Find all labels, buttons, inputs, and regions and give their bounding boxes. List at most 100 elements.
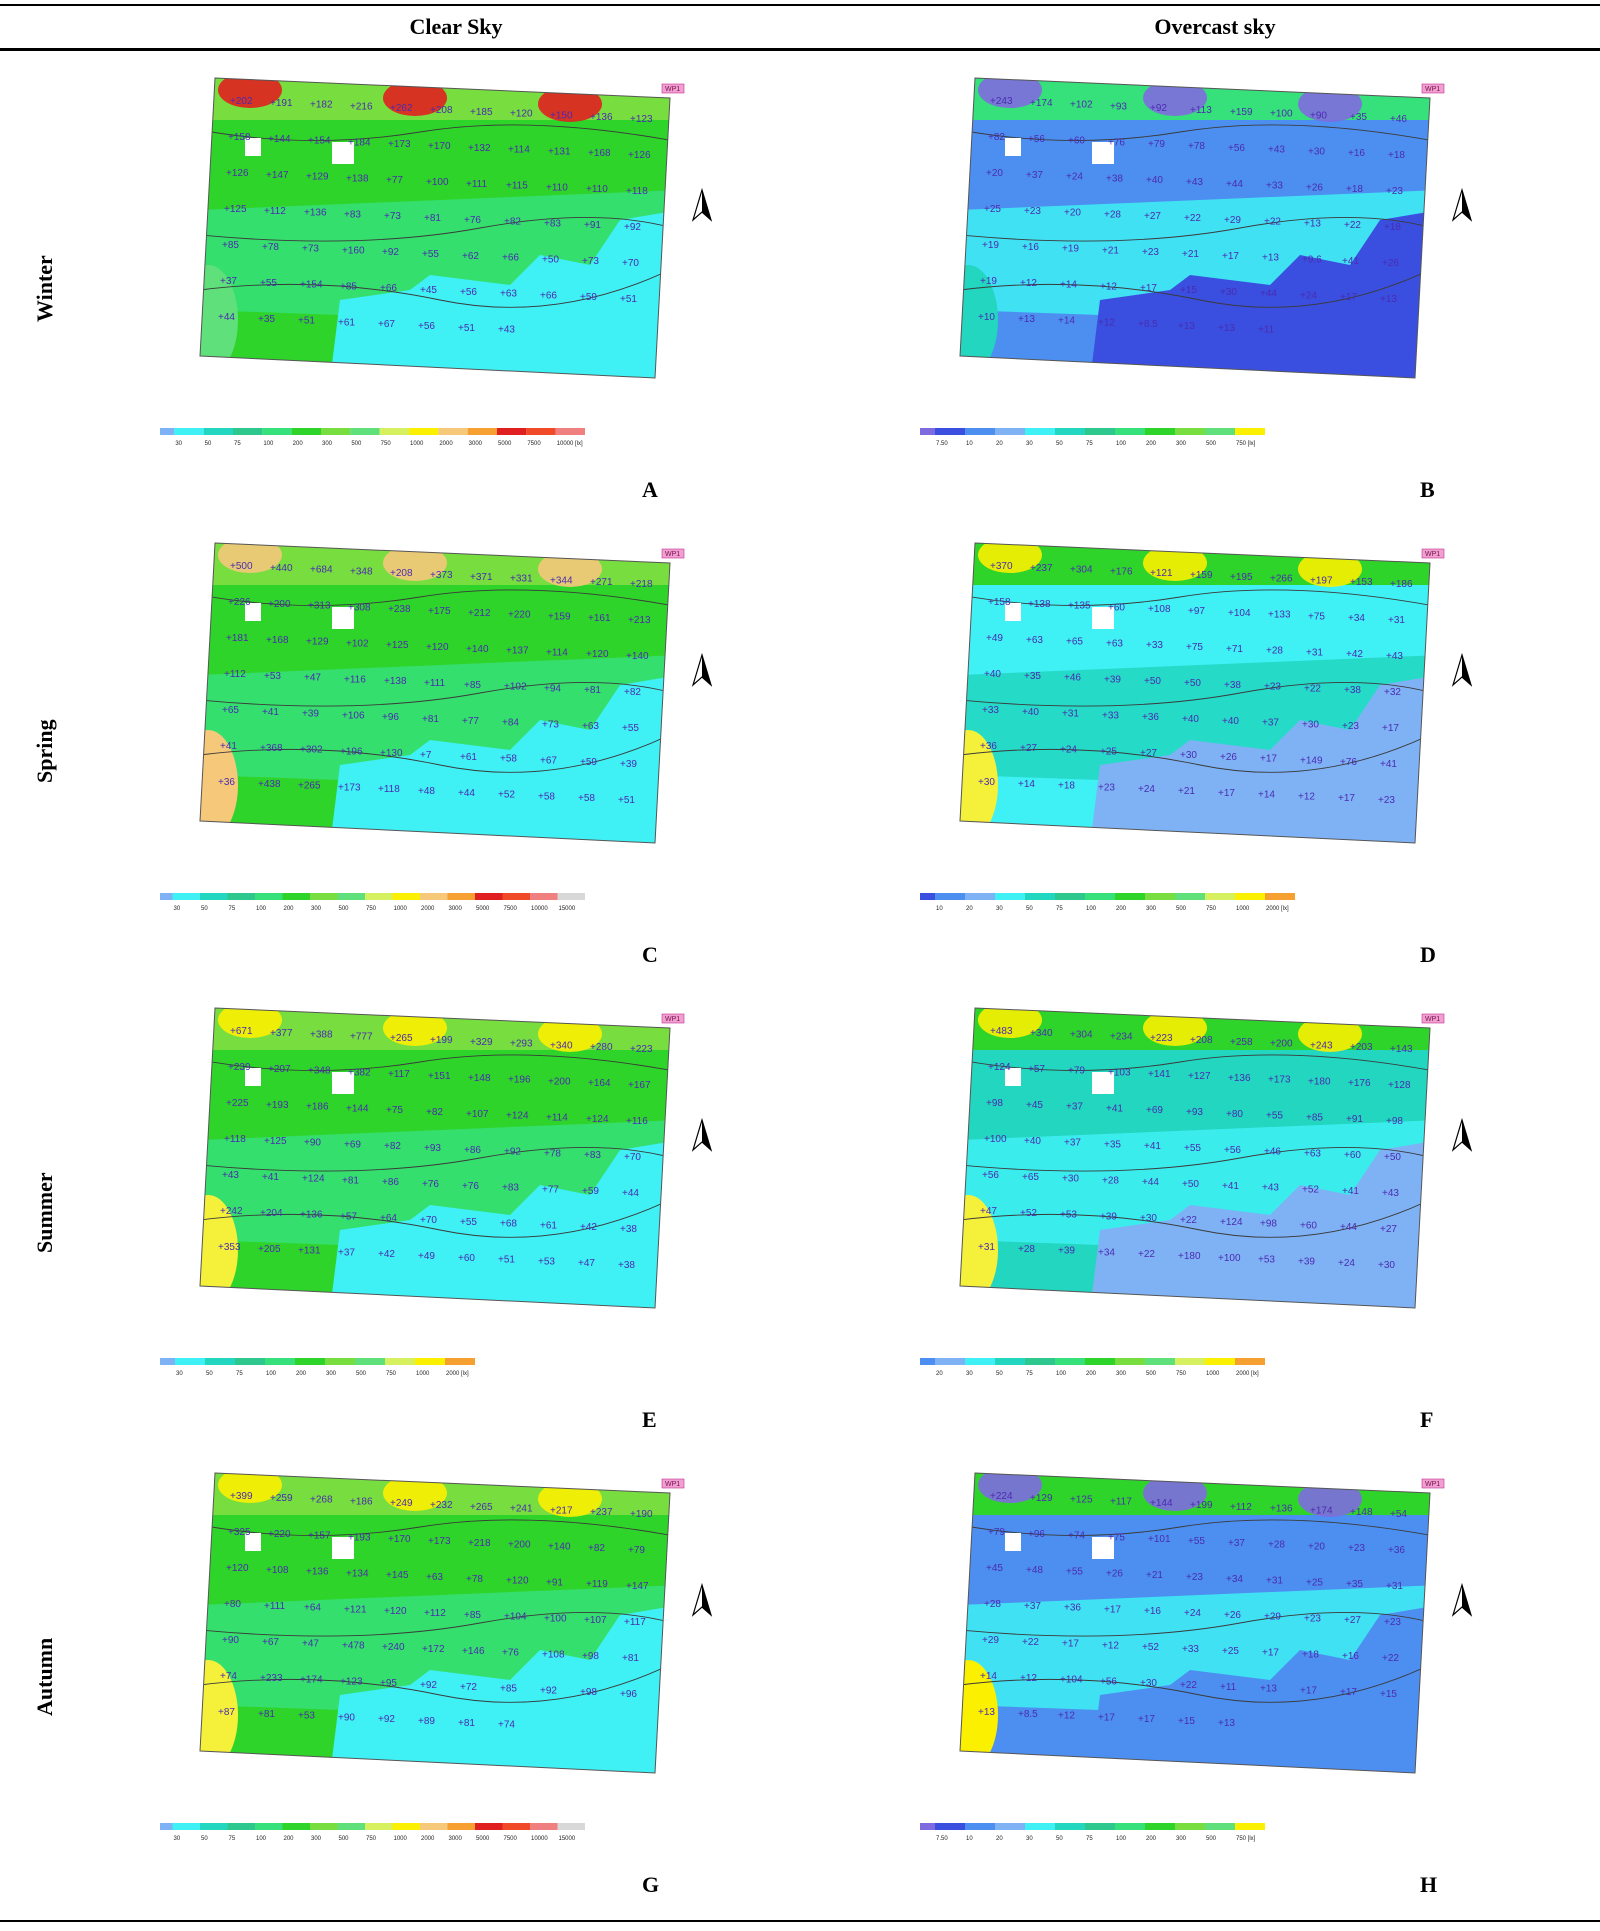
scale-swatch	[1175, 428, 1205, 435]
scale-swatch	[965, 1358, 995, 1365]
illuminance-value: +304	[1070, 565, 1093, 576]
illuminance-value: +36	[980, 741, 997, 752]
illuminance-value: +59	[582, 1186, 599, 1197]
scale-label: 20	[936, 1371, 943, 1377]
illuminance-value: +17	[1218, 788, 1235, 799]
illuminance-value: +35	[1350, 112, 1367, 123]
illuminance-value: +125	[386, 640, 409, 651]
window-hotspot	[383, 80, 447, 116]
illuminance-value: +37	[1024, 1601, 1041, 1612]
illuminance-value: +19	[982, 240, 999, 251]
illuminance-value: +59	[580, 757, 597, 768]
scale-label: 50	[1056, 441, 1063, 447]
illuminance-value: +31	[1386, 1581, 1403, 1592]
illuminance-value: +30	[1062, 1174, 1079, 1185]
contour-line	[200, 1612, 670, 1637]
illuminance-value: +348	[350, 566, 373, 577]
scale-label: 7500	[504, 1836, 518, 1842]
illuminance-value: +90	[338, 1712, 355, 1723]
illuminance-value: +128	[1388, 1080, 1411, 1091]
illuminance-value: +483	[990, 1026, 1013, 1037]
illuminance-value: +42	[1346, 649, 1363, 660]
left-hotspot	[960, 730, 998, 840]
illuminance-value: +90	[1310, 110, 1327, 121]
illuminance-value: +174	[1310, 1505, 1333, 1516]
illuminance-value: +671	[230, 1026, 253, 1037]
panel-E: +671 +377 +388 +777 +265 +199 +329 +293 +340 +280…	[145, 990, 820, 1440]
window-hotspot	[1298, 551, 1362, 587]
illuminance-value: +14	[1058, 316, 1075, 327]
scale-swatch	[467, 428, 497, 435]
scale-swatch	[227, 893, 255, 900]
illuminance-value: +23	[1384, 1617, 1401, 1628]
contour-line	[200, 589, 670, 608]
scale-swatch	[1235, 893, 1265, 900]
illuminance-value: +129	[1030, 1493, 1053, 1504]
illuminance-value: +67	[262, 1637, 279, 1648]
illuminance-value: +126	[226, 168, 249, 179]
low-zone	[1090, 210, 1430, 378]
illuminance-value: +438	[258, 779, 281, 790]
scale-swatch	[420, 1823, 448, 1830]
window-hotspot	[978, 1008, 1042, 1038]
illuminance-value: +91	[1346, 1114, 1363, 1125]
illuminance-value: +234	[1110, 1031, 1133, 1042]
illuminance-value: +46	[1390, 114, 1407, 125]
scale-swatch	[995, 1823, 1025, 1830]
scale-swatch	[475, 1823, 503, 1830]
illuminance-value: +69	[1146, 1105, 1163, 1116]
illuminance-value: +17	[1062, 1639, 1079, 1650]
illuminance-value: +40	[984, 669, 1001, 680]
illuminance-value: +265	[298, 781, 321, 792]
illuminance-map-E: +671 +377 +388 +777 +265 +199 +329 +293 +340 +280…	[145, 1007, 713, 1377]
illuminance-value: +17	[1340, 1687, 1357, 1698]
low-zone	[1090, 675, 1430, 843]
illuminance-value: +268	[310, 1495, 333, 1506]
scale-label: 10	[966, 1836, 973, 1842]
illuminance-value: +329	[470, 1037, 493, 1048]
illuminance-value: +22	[1184, 213, 1201, 224]
low-zone	[330, 1605, 670, 1773]
illuminance-value: +136	[304, 208, 327, 219]
illuminance-value: +45	[420, 285, 437, 296]
illuminance-value: +37	[1228, 1538, 1245, 1549]
illuminance-value: +25	[1306, 1577, 1323, 1588]
illuminance-value: +46	[1064, 673, 1081, 684]
illuminance-value: +216	[350, 101, 373, 112]
illuminance-value: +126	[628, 150, 651, 161]
illuminance-value: +39	[302, 709, 319, 720]
illuminance-value: +44	[1340, 1222, 1357, 1233]
illuminance-value: +24	[1300, 290, 1317, 301]
scale-label: 5000	[498, 441, 512, 447]
illuminance-value: +23	[1304, 1613, 1321, 1624]
scale-swatch	[1205, 1358, 1235, 1365]
illuminance-value: +17	[1262, 1648, 1279, 1659]
illuminance-value: +79	[1148, 139, 1165, 150]
illuminance-value: +85	[464, 1610, 481, 1621]
structural-column	[245, 1068, 261, 1086]
illuminance-value: +340	[550, 1040, 573, 1051]
illuminance-value: +56	[1224, 1145, 1241, 1156]
illuminance-value: +58	[500, 754, 517, 765]
scale-label: 300	[311, 1836, 322, 1842]
illuminance-value: +83	[502, 1183, 519, 1194]
scale-label: 75	[1056, 906, 1063, 912]
scale-label: 500	[1206, 1836, 1217, 1842]
scale-label: 15000	[559, 1836, 576, 1842]
scale-label: 100	[256, 906, 267, 912]
scale-label: 200	[1116, 906, 1127, 912]
structural-column	[1092, 1537, 1114, 1559]
illuminance-value: +85	[500, 1684, 517, 1695]
illuminance-value: +73	[542, 719, 559, 730]
scale-label: 50	[201, 1836, 208, 1842]
illuminance-value: +92	[1150, 103, 1167, 114]
illuminance-value: +28	[1102, 1175, 1119, 1186]
illuminance-value: +33	[1182, 1644, 1199, 1655]
illuminance-value: +14	[1018, 779, 1035, 790]
illuminance-value: +23	[1142, 247, 1159, 258]
illuminance-value: +147	[626, 1581, 649, 1592]
illuminance-value: +193	[348, 1532, 371, 1543]
illuminance-value: +81	[622, 1653, 639, 1664]
wp1-label: WP1	[1425, 551, 1440, 558]
illuminance-value: +70	[624, 1152, 641, 1163]
